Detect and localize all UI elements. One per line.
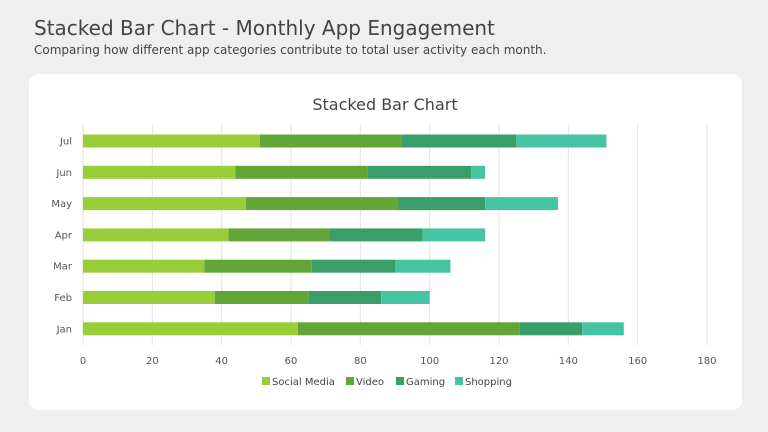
x-axis-ticks: 0 20 40 60 80 100 120 140 160 180	[80, 356, 717, 367]
bar-segment	[83, 291, 215, 304]
bar-segment	[83, 322, 298, 336]
page-title: Stacked Bar Chart - Monthly App Engageme…	[34, 16, 495, 40]
bar-segment	[311, 259, 395, 273]
bar-segment	[297, 322, 520, 336]
page-subtitle: Comparing how different app categories c…	[34, 43, 547, 57]
bar-segment	[401, 134, 517, 148]
legend-label: Video	[356, 377, 384, 388]
x-tick-label: 160	[628, 356, 647, 367]
y-tick-label: Apr	[55, 230, 73, 241]
bar-segment	[395, 259, 451, 273]
y-tick-label: Mar	[53, 262, 73, 273]
legend-swatch	[396, 377, 404, 385]
y-tick-label: Feb	[54, 293, 72, 304]
chart-card	[29, 74, 742, 410]
legend: Social Media Video Gaming Shopping	[262, 377, 512, 388]
bar-segment	[83, 259, 205, 273]
y-axis-ticks: Jan Feb Mar Apr May Jun Jul	[51, 137, 73, 336]
bar-segment	[83, 165, 236, 179]
bar-segment	[259, 134, 402, 148]
y-tick-label: Jul	[59, 137, 72, 148]
legend-label: Gaming	[406, 377, 445, 388]
bar-segment	[582, 322, 624, 336]
y-tick-label: May	[51, 199, 72, 210]
bar-segment	[83, 197, 246, 211]
y-tick-label: Jan	[56, 324, 72, 335]
bar-segment	[245, 197, 399, 211]
chart-title: Stacked Bar Chart	[312, 95, 457, 114]
x-tick-label: 120	[489, 356, 508, 367]
bar-segment	[235, 165, 368, 179]
bars	[83, 134, 624, 336]
y-tick-label: Jun	[55, 168, 72, 179]
x-tick-label: 0	[80, 356, 86, 367]
bar-segment	[485, 197, 558, 211]
bar-segment	[381, 291, 430, 304]
bar-segment	[308, 291, 382, 304]
bar-segment	[519, 322, 583, 336]
x-tick-label: 100	[420, 356, 439, 367]
legend-label: Shopping	[465, 377, 512, 388]
bar-segment	[471, 165, 486, 179]
legend-label: Social Media	[272, 377, 335, 388]
bar-segment	[204, 259, 312, 273]
bar-segment	[422, 228, 486, 242]
x-tick-label: 60	[285, 356, 298, 367]
x-tick-label: 180	[697, 356, 716, 367]
legend-swatch	[455, 377, 463, 385]
legend-swatch	[346, 377, 354, 385]
bar-segment	[398, 197, 486, 211]
x-tick-label: 20	[146, 356, 159, 367]
bar-segment	[329, 228, 423, 242]
bar-segment	[228, 228, 330, 242]
bar-segment	[367, 165, 472, 179]
bar-segment	[214, 291, 309, 304]
x-tick-label: 80	[354, 356, 367, 367]
legend-swatch	[262, 377, 270, 385]
bar-segment	[83, 228, 229, 242]
bar-segment	[516, 134, 607, 148]
x-tick-label: 40	[215, 356, 228, 367]
x-tick-label: 140	[559, 356, 578, 367]
bar-segment	[83, 134, 260, 148]
